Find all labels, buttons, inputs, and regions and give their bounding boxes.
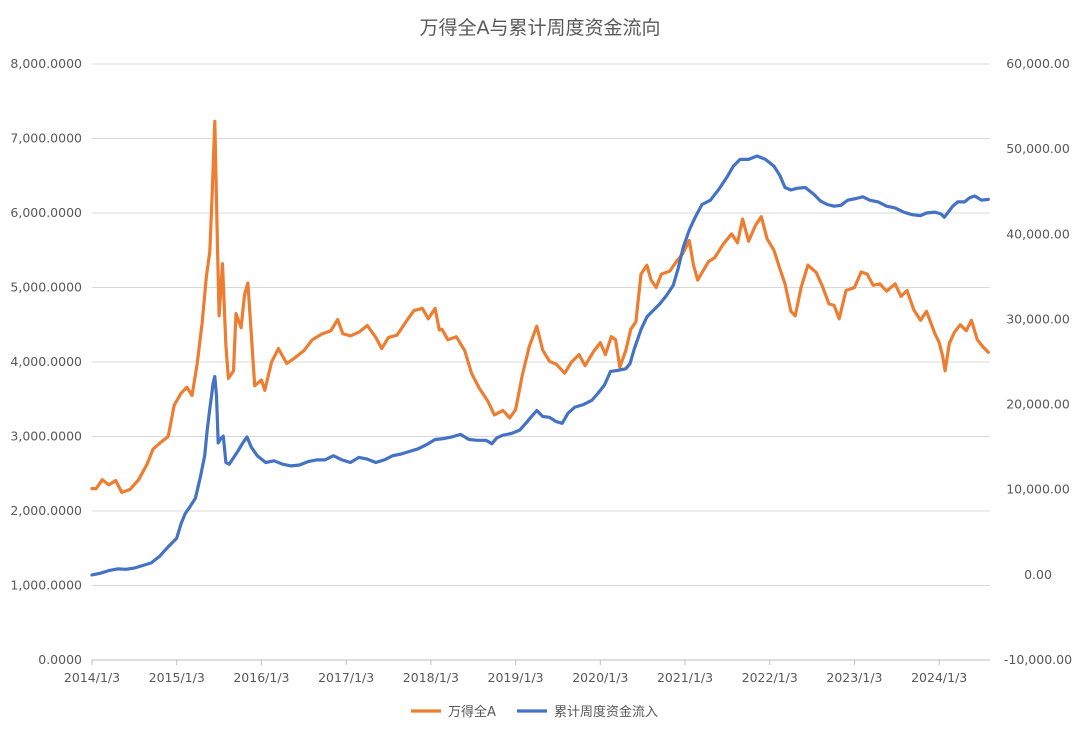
x-tick-label: 2016/1/3 [233, 670, 289, 685]
y-left-tick-label: 5,000.0000 [10, 280, 82, 295]
legend-item: 累计周度资金流入 [517, 704, 658, 720]
x-tick-label: 2015/1/3 [149, 670, 205, 685]
legend-label: 累计周度资金流入 [554, 704, 658, 720]
y-right-tick-label: 20,000.00 [1006, 397, 1070, 412]
legend: 万得全A 累计周度资金流入 [411, 704, 658, 720]
y-right-tick-label: 50,000.00 [1006, 141, 1070, 156]
y-right-tick-label: 40,000.00 [1006, 226, 1070, 241]
x-tick-label: 2014/1/3 [64, 670, 120, 685]
y-left-tick-label: 2,000.0000 [10, 503, 82, 518]
y-left-tick-label: 3,000.0000 [10, 429, 82, 444]
legend-item: 万得全A [411, 704, 496, 720]
x-tick-label: 2023/1/3 [826, 670, 882, 685]
chart-title: 万得全A与累计周度资金流向 [420, 17, 661, 39]
y-left-tick-label: 4,000.0000 [10, 354, 82, 369]
x-tick-label: 2024/1/3 [911, 670, 967, 685]
legend-label: 万得全A [448, 704, 496, 720]
y-right-tick-label: 60,000.00 [1006, 56, 1070, 71]
y-left-tick-label: 0.0000 [38, 652, 82, 667]
y-right-tick-label: -10,000.00 [1004, 652, 1072, 667]
x-tick-label: 2019/1/3 [488, 670, 544, 685]
y-left-tick-label: 8,000.0000 [10, 56, 82, 71]
x-tick-label: 2017/1/3 [318, 670, 374, 685]
series-lines [90, 119, 990, 577]
x-tick-label: 2020/1/3 [572, 670, 628, 685]
axes: 0.0000 1,000.0000 2,000.0000 3,000.0000 4,00… [10, 56, 1072, 685]
x-tick-label: 2022/1/3 [742, 670, 798, 685]
y-left-tick-label: 1,000.0000 [10, 578, 82, 593]
series-line-1 [90, 119, 990, 494]
gridlines [92, 63, 990, 586]
series-line-2 [90, 154, 990, 577]
y-right-tick-label: 10,000.00 [1006, 482, 1070, 497]
y-right-tick-label: 30,000.00 [1006, 311, 1070, 326]
x-tick-label: 2021/1/3 [657, 670, 713, 685]
y-left-tick-label: 6,000.0000 [10, 205, 82, 220]
y-right-tick-label: 0.00 [1024, 567, 1052, 582]
y-left-tick-label: 7,000.0000 [10, 131, 82, 146]
x-tick-label: 2018/1/3 [403, 670, 459, 685]
